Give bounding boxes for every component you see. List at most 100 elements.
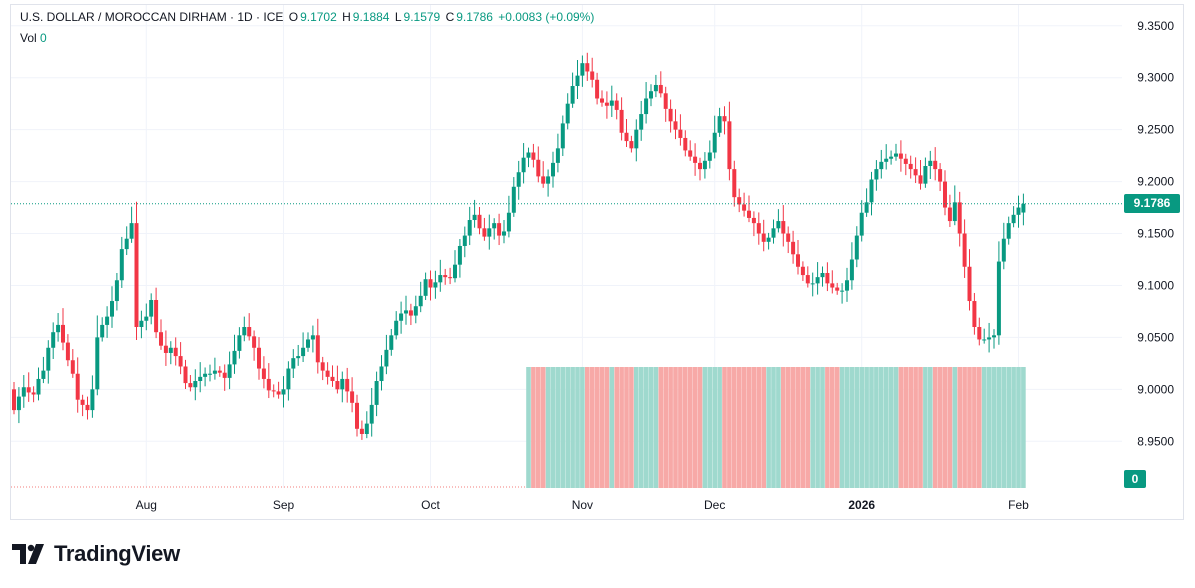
candle-body [183,366,188,384]
candle-body [595,79,600,99]
candle-body [683,137,688,151]
candle-body [350,391,355,403]
candle-body [355,402,359,429]
candle-body [433,282,438,288]
candle-body [95,337,100,390]
candle-body [105,316,110,325]
close-value: 9.1786 [456,10,493,24]
candles [12,52,1026,440]
candle-body [712,132,717,153]
candle-body [634,129,639,149]
candle-body [36,378,41,395]
volume-bar [536,367,541,488]
candle-body [159,332,163,346]
candle-body [208,373,212,375]
volume-bar [766,367,771,488]
candle-body [271,390,276,392]
tradingview-logo[interactable]: TradingView [12,541,180,567]
volume-bar [550,367,556,488]
volume-bar [864,367,869,488]
candle-body [796,254,800,267]
candle-body [894,153,898,157]
candle-body [345,378,350,392]
candle-body [560,123,565,149]
volume-bar [751,367,757,488]
volume-bar [800,367,806,488]
candle-body [766,237,771,242]
candle-body [732,169,737,198]
volume-bars [11,367,1026,488]
volume-bar [594,367,600,488]
candle-body [982,339,987,341]
candle-body [408,310,413,316]
candle-body [506,212,511,232]
candle-body [933,160,938,170]
candle-body [457,245,462,265]
volume-bar [1001,367,1007,488]
candle-body [957,202,962,234]
high-label: H [342,10,351,24]
candle-body [453,264,457,279]
volume-bar [859,367,864,488]
candle-body [198,376,203,382]
candle-body [575,75,580,87]
symbol-title[interactable]: U.S. DOLLAR / MOROCCAN DIRHAM · 1D · ICE [20,10,284,24]
candle-body [124,238,129,250]
volume-bar [854,367,860,488]
candle-body [849,259,854,281]
candle-body [521,157,526,173]
candle-body [100,324,105,338]
volume-bar [565,367,570,488]
candle-body [80,399,85,405]
volume-bar [849,367,855,488]
volume-bar [937,367,943,488]
volume-bar [692,367,698,488]
candle-body [845,280,849,291]
candle-body [923,166,928,184]
open-value: 9.1702 [300,10,337,24]
candle-body [1021,203,1026,213]
chart-frame[interactable] [10,4,1184,520]
volume-bar [908,367,913,488]
candle-body [786,233,791,242]
candle-body [619,109,624,133]
volume-bar [663,367,668,488]
volume-bar [580,367,585,488]
candle-body [149,299,154,317]
candle-body [85,404,90,411]
price-axis-label: 9.1500 [1137,227,1174,241]
candle-body [227,364,232,378]
volume-bar [830,367,835,488]
price-axis[interactable]: 9.3500 9.3000 9.2500 9.2000 9.1500 9.1000 9.05… [1137,19,1174,448]
candle-body [992,335,996,338]
candle-body [266,378,271,391]
candle-body [541,176,546,184]
candle-body [492,223,497,229]
candle-body [673,121,678,130]
time-axis[interactable]: Aug Sep Oct Nov Dec 2026 Feb [136,498,1030,512]
candle-body [825,272,830,284]
candle-body [65,342,70,361]
volume-bar [741,367,747,488]
candle-body [330,376,335,382]
volume-bar [996,367,1002,488]
candle-body [462,235,467,246]
volume-bar [589,367,595,488]
time-axis-label: Oct [421,498,440,512]
volume-bar [962,367,967,488]
volume-bar [903,367,909,488]
candle-body [565,103,570,124]
volume-bar [1006,367,1011,488]
price-axis-label: 9.2500 [1137,123,1174,137]
volume-bar [790,367,796,488]
volume-bar [942,367,948,488]
candle-body [188,383,193,388]
volume-bar [570,367,575,488]
candle-body [835,287,840,291]
volume-bar [1016,367,1021,488]
candle-body [653,84,658,92]
candle-body [320,362,325,371]
candle-body [276,391,281,395]
candle-body [590,71,595,80]
